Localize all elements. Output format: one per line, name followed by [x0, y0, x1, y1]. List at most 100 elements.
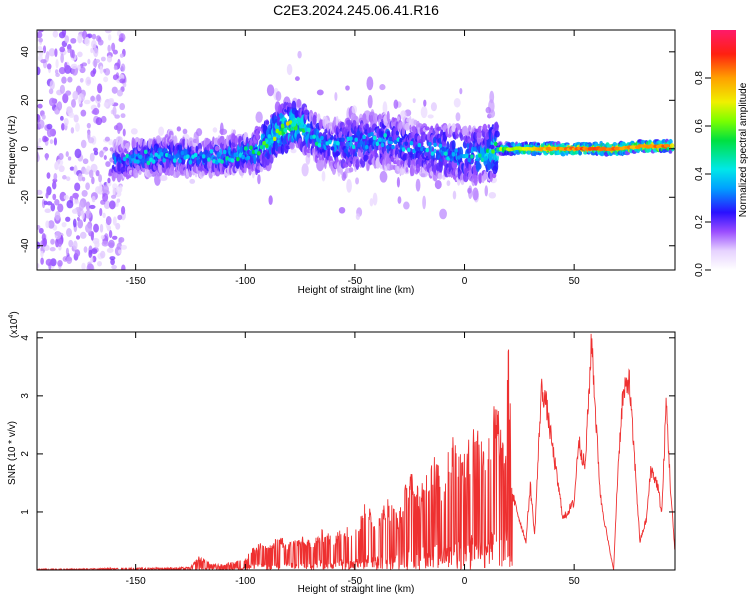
spectrogram-cell — [111, 264, 117, 270]
spectrogram-y-axis-label: Frequency (Hz) — [7, 116, 18, 185]
spectrogram-cell — [124, 147, 128, 154]
spectrogram-cell — [321, 170, 326, 182]
spectrogram-cell — [120, 205, 126, 215]
spectrogram-cell — [47, 220, 55, 229]
spectrogram-cell — [338, 134, 342, 139]
spectrogram-peak — [409, 141, 414, 146]
spectrogram-cell — [403, 201, 410, 210]
spectrogram-cell — [37, 103, 43, 109]
spectrogram-peak — [151, 159, 156, 164]
spectrogram-cell — [91, 176, 95, 185]
spectrogram-cell — [335, 115, 339, 127]
spectrogram-cell — [101, 240, 109, 247]
spectrogram-marks — [37, 30, 675, 270]
spectrogram-cell — [43, 200, 48, 206]
spectrogram-peak — [364, 144, 369, 150]
snr-frame — [36, 331, 676, 571]
spectrogram-cell — [176, 126, 182, 132]
spectrogram-cell — [303, 109, 310, 115]
spectrogram-peak — [293, 126, 298, 131]
spectrogram-peak — [328, 139, 332, 145]
spectrogram-cell — [116, 89, 123, 97]
spectrogram-peak — [270, 139, 274, 144]
spectrogram-cell — [50, 203, 56, 212]
spectrogram-peak — [459, 153, 464, 159]
spectrogram-cell — [77, 64, 81, 71]
spectrogram-peak — [483, 156, 487, 161]
spectrogram-cell — [40, 59, 47, 64]
spectrogram-cell — [97, 39, 104, 46]
spectrogram-peak — [349, 136, 353, 141]
spectrogram-cell — [91, 195, 96, 203]
spectrogram-cell — [115, 222, 121, 230]
spectrogram-cell — [159, 175, 168, 182]
spectrogram-cell — [184, 137, 188, 148]
colorbar-tick-label: 0.8 — [694, 71, 705, 85]
spectrogram-cell — [451, 139, 456, 150]
spectrogram-cell — [79, 66, 86, 74]
spectrogram-peak — [272, 136, 277, 142]
spectrogram-cell — [116, 198, 121, 203]
spectrogram-cell — [105, 216, 112, 226]
spectrogram-cell — [98, 174, 103, 183]
spectrogram-cell — [489, 170, 493, 183]
spectrogram-cell — [427, 114, 434, 119]
spectrogram-cell — [257, 126, 262, 132]
spectrogram-peak — [412, 148, 416, 154]
spectrogram-cell — [66, 176, 71, 182]
spectrogram-cell — [106, 181, 112, 187]
spectrogram-cell — [75, 235, 81, 240]
spectrogram-cell — [386, 163, 391, 170]
spectrogram-cell — [37, 31, 43, 39]
spectrogram-cell — [355, 177, 359, 185]
spectrogram-cell — [54, 198, 60, 206]
spectrogram-cell — [61, 30, 67, 37]
spectrogram-cell — [46, 201, 53, 206]
spectrogram-cell — [67, 156, 72, 161]
spectrogram-peak — [233, 152, 237, 158]
spectrogram-cell — [393, 99, 399, 110]
spectrogram-peak — [188, 160, 193, 165]
spectrogram-cell — [81, 189, 88, 197]
spectrogram-cell — [103, 155, 107, 161]
spectrogram-cell — [111, 235, 118, 240]
spectrogram-cell — [112, 106, 117, 117]
snr-y-ticks: 1 2 3 4 — [20, 335, 675, 515]
spectrogram-cell — [58, 67, 66, 75]
spectrogram-cell — [64, 61, 68, 70]
spectrogram-cell — [366, 76, 374, 91]
spectrogram-peak — [378, 137, 382, 142]
spectrogram-cell — [415, 163, 421, 174]
spectrogram-peak — [330, 146, 335, 151]
spectrogram-x-axis-label: Height of straight line (km) — [298, 285, 415, 296]
spectrogram-peak — [220, 159, 224, 164]
spectrogram-peak — [462, 154, 466, 159]
spectrogram-cell — [103, 68, 107, 73]
snr-x-ticks: -150 -100 -50 0 50 — [126, 332, 580, 587]
spectrogram-cell — [114, 114, 121, 119]
spectrogram-peak — [451, 152, 456, 157]
spectrogram-cell — [48, 88, 54, 95]
spectrogram-cell — [118, 184, 123, 193]
spectrogram-peak — [170, 155, 174, 160]
spectrogram-cell — [53, 173, 58, 180]
spectrogram-cell — [297, 99, 301, 109]
spectrogram-peak — [288, 120, 293, 125]
spectrogram-cell — [72, 90, 79, 101]
spectrogram-peak — [236, 156, 240, 162]
spectrogram-cell — [66, 200, 74, 209]
spectrogram-cell — [59, 84, 65, 94]
spectrogram-peak — [307, 127, 311, 132]
spectrogram-cell — [46, 123, 53, 130]
spectrogram-cell — [74, 249, 81, 257]
svg-text:(x104): (x104) — [8, 311, 20, 338]
spectrogram-cell — [389, 164, 394, 171]
spectrogram-cell — [107, 44, 111, 53]
spectrogram-cell — [640, 139, 646, 144]
spectrogram-peak — [291, 122, 295, 127]
spectrogram-cell — [106, 247, 114, 253]
spectrogram-cell — [84, 36, 90, 47]
spectrogram-cell — [669, 143, 675, 148]
spectrogram-cell — [484, 185, 489, 197]
